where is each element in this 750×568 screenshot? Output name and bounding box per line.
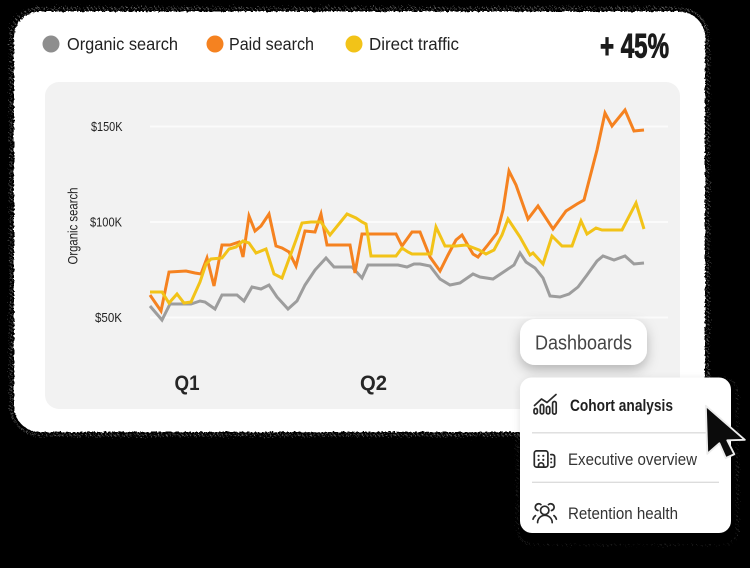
svg-text:$50K: $50K (95, 310, 122, 325)
svg-text:Cohort analysis: Cohort analysis (570, 396, 673, 415)
svg-text:Organic search: Organic search (66, 188, 81, 265)
svg-text:Direct traffic: Direct traffic (369, 34, 459, 54)
svg-text:Q1: Q1 (175, 372, 200, 395)
svg-text:$100K: $100K (90, 215, 122, 230)
svg-text:Paid search: Paid search (229, 34, 314, 54)
svg-text:Q2: Q2 (360, 372, 387, 395)
svg-text:Retention health: Retention health (568, 504, 678, 523)
svg-text:Organic search: Organic search (67, 34, 178, 54)
svg-text:$150K: $150K (91, 119, 123, 134)
svg-text:+ 45%: + 45% (600, 28, 669, 66)
svg-text:Dashboards: Dashboards (535, 333, 632, 355)
svg-text:Executive overview: Executive overview (568, 450, 698, 469)
